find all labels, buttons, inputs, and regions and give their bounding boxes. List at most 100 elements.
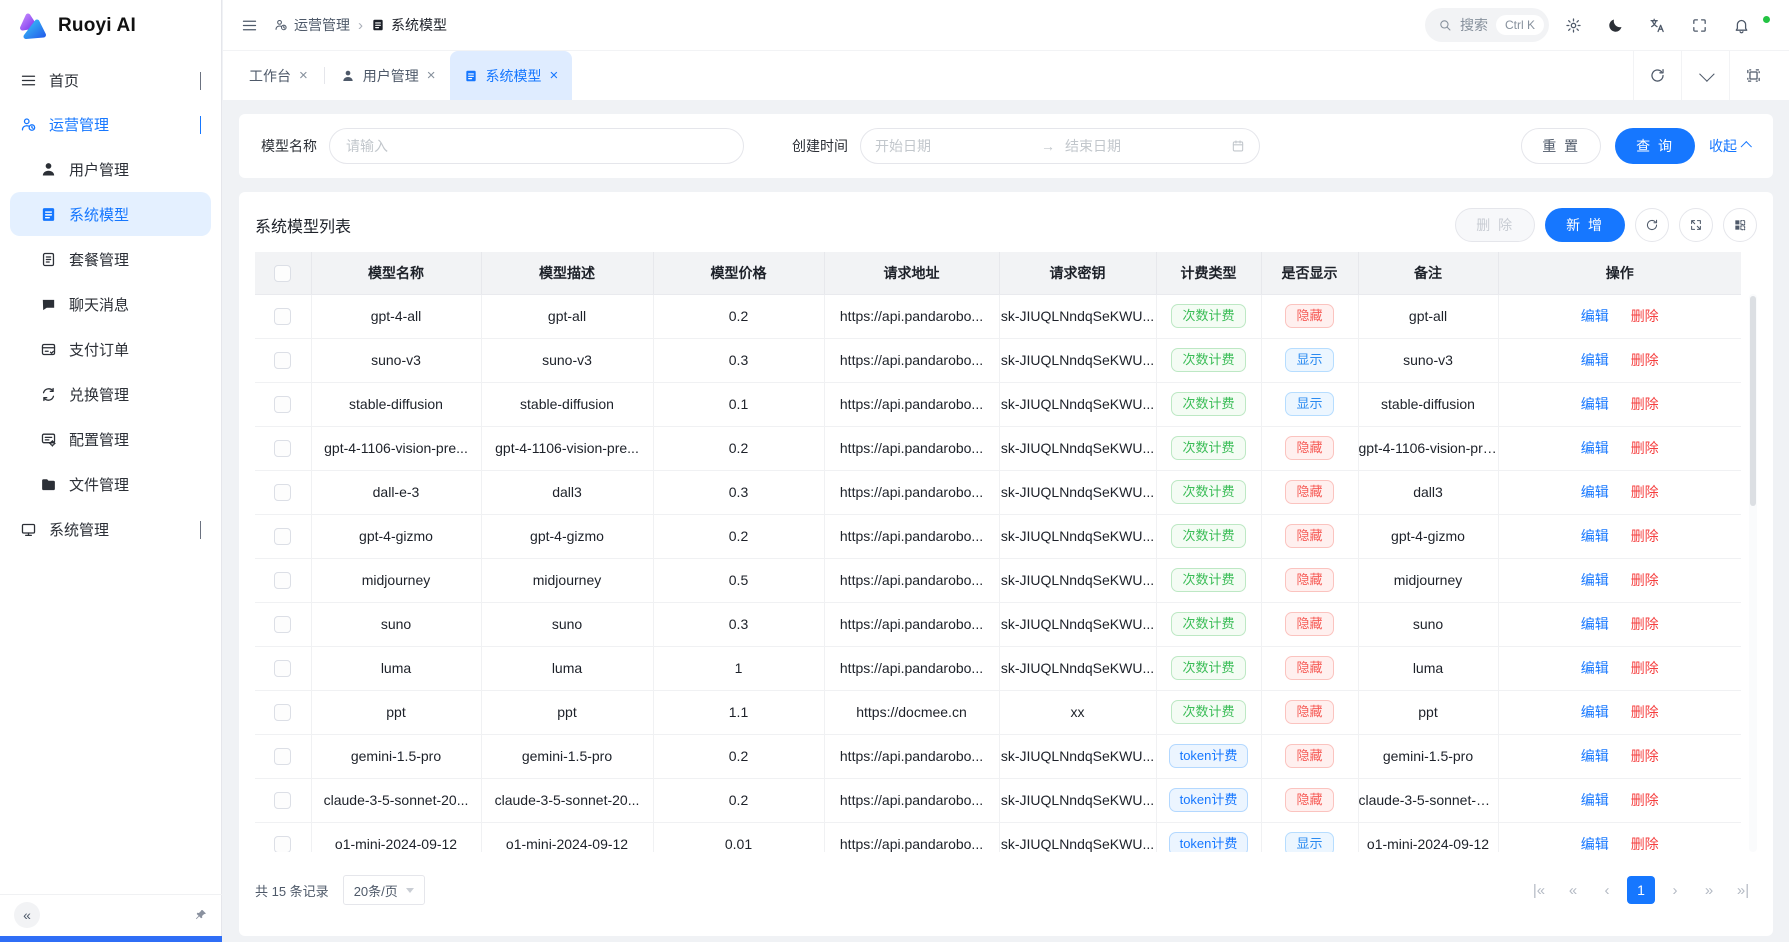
edit-link[interactable]: 编辑: [1580, 748, 1609, 764]
sidebar-item-user-management[interactable]: 用户管理: [10, 147, 211, 191]
sidebar-item-system-models[interactable]: 系统模型: [10, 192, 211, 236]
tab-dropdown-button[interactable]: [1681, 51, 1729, 100]
row-checkbox[interactable]: [274, 747, 292, 765]
close-icon[interactable]: ×: [426, 67, 436, 84]
next-page-button[interactable]: ›: [1672, 881, 1678, 899]
row-checkbox[interactable]: [274, 791, 292, 809]
collapse-filter-link[interactable]: 收起: [1709, 136, 1752, 156]
sidebar-item-package-management[interactable]: 套餐管理: [10, 237, 211, 281]
settings-button[interactable]: [1555, 7, 1591, 43]
sidebar-group-system[interactable]: 系统管理: [10, 507, 211, 551]
sidebar-item-config-management[interactable]: 配置管理: [10, 417, 211, 461]
delete-link[interactable]: 删除: [1630, 660, 1659, 676]
sidebar-group-operations[interactable]: 运营管理: [10, 102, 211, 146]
tab-refresh-button[interactable]: [1633, 51, 1681, 100]
row-checkbox[interactable]: [274, 527, 292, 545]
sidebar-item-label: 兑换管理: [69, 386, 130, 404]
row-checkbox[interactable]: [274, 615, 292, 633]
logo[interactable]: Ruoyi AI: [0, 0, 221, 52]
breadcrumb-system-models[interactable]: 系统模型: [371, 15, 447, 35]
edit-link[interactable]: 编辑: [1580, 528, 1609, 544]
sidebar-menu: 首页 运营管理 用户管理 系统模型 套餐管理 聊天消息 支付订单: [0, 52, 221, 551]
edit-link[interactable]: 编辑: [1580, 616, 1609, 632]
global-search[interactable]: 搜索 Ctrl K: [1425, 8, 1549, 42]
cell-model-desc: claude-3-5-sonnet-20...: [481, 778, 654, 823]
edit-link[interactable]: 编辑: [1580, 396, 1609, 412]
breadcrumb-operations[interactable]: 运营管理: [274, 15, 350, 35]
delete-link[interactable]: 删除: [1630, 616, 1659, 632]
edit-link[interactable]: 编辑: [1580, 484, 1609, 500]
sidebar-collapse-button[interactable]: «: [14, 901, 40, 928]
row-checkbox[interactable]: [274, 703, 292, 721]
row-checkbox[interactable]: [274, 395, 292, 413]
pin-icon[interactable]: [194, 908, 208, 922]
row-checkbox[interactable]: [274, 439, 292, 457]
notifications-button[interactable]: [1723, 7, 1759, 43]
table-row: gpt-4-gizmo gpt-4-gizmo 0.2 https://api.…: [255, 514, 1741, 559]
edit-link[interactable]: 编辑: [1580, 352, 1609, 368]
tab-user-management[interactable]: 用户管理 ×: [327, 51, 450, 100]
row-checkbox[interactable]: [274, 483, 292, 501]
prev-group-button[interactable]: «: [1568, 881, 1578, 899]
close-icon[interactable]: ×: [549, 67, 559, 84]
cell-request-url: https://api.pandarobo...: [824, 338, 1000, 383]
row-checkbox[interactable]: [274, 571, 292, 589]
dark-mode-button[interactable]: [1597, 7, 1633, 43]
table-row: gpt-4-1106-vision-pre... gpt-4-1106-visi…: [255, 426, 1741, 471]
row-checkbox[interactable]: [274, 659, 292, 677]
page-size-select[interactable]: 20条/页: [342, 875, 425, 905]
select-all-checkbox[interactable]: [274, 264, 292, 282]
edit-link[interactable]: 编辑: [1580, 308, 1609, 324]
delete-link[interactable]: 删除: [1630, 308, 1659, 324]
row-checkbox[interactable]: [274, 351, 292, 369]
delete-link[interactable]: 删除: [1630, 528, 1659, 544]
delete-link[interactable]: 删除: [1630, 572, 1659, 588]
expand-table-button[interactable]: [1679, 208, 1713, 242]
sidebar-item-chat-messages[interactable]: 聊天消息: [10, 282, 211, 326]
tab-system-models[interactable]: 系统模型 ×: [449, 51, 573, 100]
model-name-input[interactable]: [329, 128, 744, 164]
edit-link[interactable]: 编辑: [1580, 660, 1609, 676]
reset-button[interactable]: 重 置: [1521, 128, 1602, 164]
delete-link[interactable]: 删除: [1630, 704, 1659, 720]
refresh-table-button[interactable]: [1635, 208, 1669, 242]
delete-selected-button[interactable]: 删 除: [1455, 208, 1536, 242]
delete-link[interactable]: 删除: [1630, 440, 1659, 456]
edit-link[interactable]: 编辑: [1580, 836, 1609, 852]
hamburger-icon[interactable]: [241, 17, 258, 34]
close-icon[interactable]: ×: [299, 67, 308, 84]
edit-link[interactable]: 编辑: [1580, 792, 1609, 808]
cell-remark: luma: [1358, 646, 1499, 691]
sidebar-item-redeem-management[interactable]: 兑换管理: [10, 372, 211, 416]
tab-workbench[interactable]: 工作台 ×: [249, 67, 308, 84]
sidebar-item-file-management[interactable]: 文件管理: [10, 462, 211, 506]
delete-link[interactable]: 删除: [1630, 396, 1659, 412]
scrollbar-thumb[interactable]: [1750, 296, 1756, 506]
last-page-button[interactable]: »|: [1736, 881, 1750, 899]
sidebar-item-payment-orders[interactable]: 支付订单: [10, 327, 211, 371]
prev-page-button[interactable]: ‹: [1604, 881, 1610, 899]
tab-maximize-button[interactable]: [1729, 51, 1777, 100]
delete-link[interactable]: 删除: [1630, 836, 1659, 852]
row-checkbox[interactable]: [274, 835, 292, 852]
date-range-picker[interactable]: 开始日期 → 结束日期: [860, 128, 1260, 164]
sidebar-group-home[interactable]: 首页: [10, 58, 211, 102]
cell-request-key: sk-JIUQLNndqSeKWU...: [999, 382, 1157, 427]
query-button[interactable]: 查 询: [1615, 128, 1695, 164]
row-checkbox[interactable]: [274, 307, 292, 325]
delete-link[interactable]: 删除: [1630, 484, 1659, 500]
delete-link[interactable]: 删除: [1630, 748, 1659, 764]
delete-link[interactable]: 删除: [1630, 352, 1659, 368]
first-page-button[interactable]: |«: [1532, 881, 1546, 899]
search-shortcut-badge: Ctrl K: [1496, 15, 1544, 35]
page-number-button[interactable]: 1: [1627, 876, 1655, 904]
fullscreen-button[interactable]: [1681, 7, 1717, 43]
add-button[interactable]: 新 增: [1545, 208, 1625, 242]
edit-link[interactable]: 编辑: [1580, 704, 1609, 720]
next-group-button[interactable]: »: [1704, 881, 1714, 899]
edit-link[interactable]: 编辑: [1580, 440, 1609, 456]
edit-link[interactable]: 编辑: [1580, 572, 1609, 588]
column-settings-button[interactable]: [1723, 208, 1757, 242]
delete-link[interactable]: 删除: [1630, 792, 1659, 808]
language-button[interactable]: [1639, 7, 1675, 43]
